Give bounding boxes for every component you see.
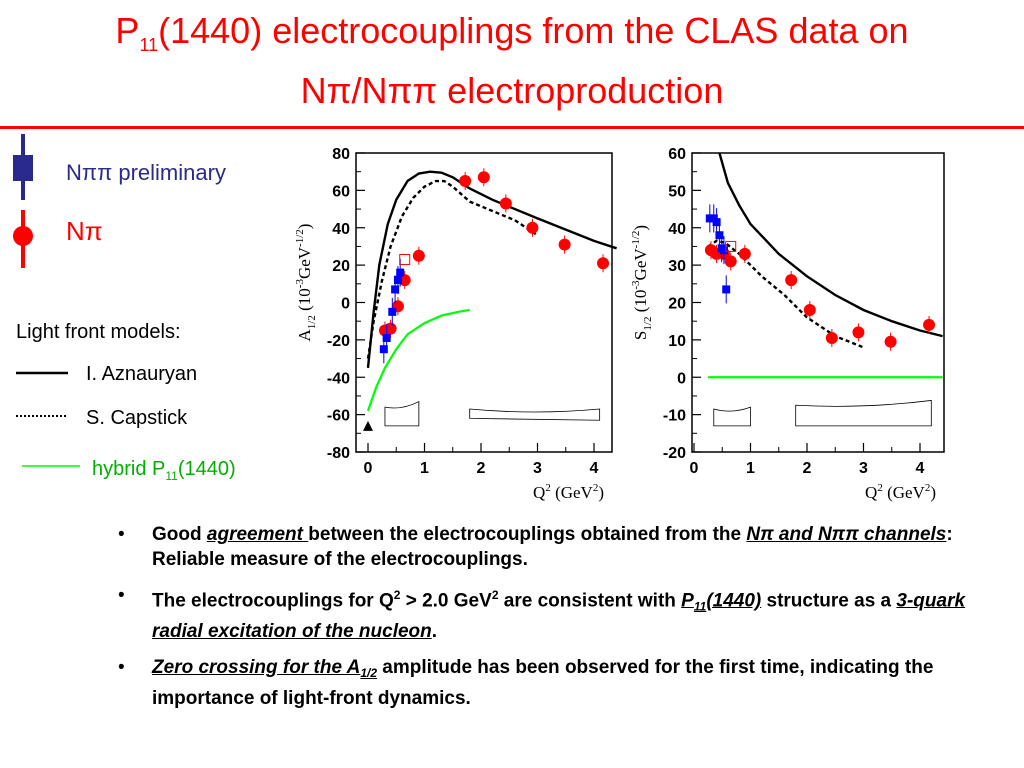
npi-data-point xyxy=(459,175,472,188)
npi-data-point xyxy=(412,249,425,262)
npipi-square-icon xyxy=(13,155,33,181)
page-title: P11(1440) electrocouplings from the CLAS… xyxy=(0,8,1024,114)
x-tick-label: 0 xyxy=(364,460,373,477)
npipi-data-point xyxy=(719,246,728,255)
y-tick-label: 10 xyxy=(668,333,686,350)
bullet-list: • Good agreement between the electrocoupl… xyxy=(118,522,998,722)
npi-data-point xyxy=(526,221,539,234)
x-axis-title: Q2 (GeV2) xyxy=(865,482,936,502)
legend-capstick-label: S. Capstick xyxy=(86,407,188,429)
npipi-data-point xyxy=(712,218,721,227)
systematic-error-band xyxy=(469,408,601,421)
npipi-data-point xyxy=(388,307,397,316)
x-axis-title: Q2 (GeV2) xyxy=(533,482,604,502)
x-tick-label: 0 xyxy=(690,460,699,477)
title-line-1: P11(1440) electrocouplings from the CLAS… xyxy=(115,10,909,56)
open-data-point xyxy=(399,254,411,266)
x-tick-label: 1 xyxy=(420,460,429,477)
npi-data-point xyxy=(384,322,397,335)
x-tick-label: 3 xyxy=(533,460,542,477)
model-curve xyxy=(366,179,539,359)
y-tick-label: -20 xyxy=(327,333,350,350)
npi-data-point xyxy=(852,326,865,339)
npi-data-point xyxy=(884,335,897,348)
y-tick-label: 80 xyxy=(332,146,350,163)
y-tick-label: 40 xyxy=(668,221,686,238)
npipi-data-point xyxy=(391,285,400,294)
y-axis-title: A1/2 (10-3GeV-1/2) xyxy=(294,224,318,342)
npi-data-point xyxy=(825,332,838,345)
y-tick-label: -20 xyxy=(663,445,686,462)
y-tick-label: 20 xyxy=(332,258,350,275)
npi-data-point xyxy=(558,238,571,251)
legend-models-heading: Light front models: xyxy=(16,321,181,343)
bullet-item: • Good agreement between the electrocoupl… xyxy=(118,524,953,570)
photopoint-marker xyxy=(363,420,373,431)
legend-npi-label: Nπ xyxy=(66,216,103,246)
x-tick-label: 4 xyxy=(916,460,925,477)
npi-data-point xyxy=(499,197,512,210)
npi-data-point xyxy=(724,255,737,268)
x-tick-label: 2 xyxy=(803,460,812,477)
x-tick-label: 1 xyxy=(746,460,755,477)
x-tick-label: 4 xyxy=(590,460,599,477)
npi-data-point xyxy=(477,171,490,184)
x-tick-label: 3 xyxy=(859,460,868,477)
a12-chart: 80 60 40 20 0 -20 -40 -60 -80 0 1 2 3 4 Q2 (GeV2) A1/2 … xyxy=(294,146,617,502)
npipi-data-point xyxy=(382,334,391,343)
systematic-error-band xyxy=(795,399,932,427)
y-tick-label: 30 xyxy=(668,258,686,275)
npi-data-point xyxy=(785,274,798,287)
model-curve xyxy=(366,170,617,369)
npipi-data-point xyxy=(379,345,388,354)
model-curve xyxy=(718,152,943,338)
npi-data-point xyxy=(803,303,816,316)
y-tick-label: 50 xyxy=(668,183,686,200)
npipi-data-point xyxy=(396,268,405,277)
npipi-data-point xyxy=(393,276,402,285)
legend-aznauryan-label: I. Aznauryan xyxy=(86,363,198,385)
npipi-data-point xyxy=(715,231,724,240)
plot-frame xyxy=(691,152,945,453)
title-line-2: Nπ/Nππ electroproduction xyxy=(300,70,724,112)
legend-symbols xyxy=(13,134,80,467)
y-axis-title: S1/2 (10-3GeV-1/2) xyxy=(630,225,654,340)
y-tick-label: 0 xyxy=(341,296,350,313)
y-tick-label: 60 xyxy=(668,146,686,163)
title-divider xyxy=(0,126,1024,129)
y-tick-label: -40 xyxy=(327,370,350,387)
npi-data-point xyxy=(738,247,751,260)
legend-npipi-label: Nππ preliminary xyxy=(66,160,226,185)
y-tick-label: 40 xyxy=(332,221,350,238)
x-tick-label: 2 xyxy=(477,460,486,477)
y-tick-label: 20 xyxy=(668,296,686,313)
model-curve xyxy=(366,308,470,412)
open-data-point xyxy=(725,240,737,252)
systematic-error-band xyxy=(713,406,751,427)
systematic-error-band xyxy=(384,400,420,427)
npi-data-point xyxy=(597,257,610,270)
npi-circle-icon xyxy=(13,226,33,246)
y-tick-label: -80 xyxy=(327,445,350,462)
legend-hybrid-label: hybrid P11(1440) xyxy=(92,458,236,483)
bullet-item: • The electrocouplings for Q2 > 2.0 GeV2 … xyxy=(118,585,966,643)
npi-data-point xyxy=(923,318,936,331)
bullet-item: • Zero crossing for the A1/2 amplitude ha… xyxy=(118,657,934,710)
y-tick-label: 0 xyxy=(677,370,686,387)
y-tick-label: 60 xyxy=(332,183,350,200)
y-tick-label: -10 xyxy=(663,408,686,425)
y-tick-label: -60 xyxy=(327,408,350,425)
npipi-data-point xyxy=(722,285,731,294)
